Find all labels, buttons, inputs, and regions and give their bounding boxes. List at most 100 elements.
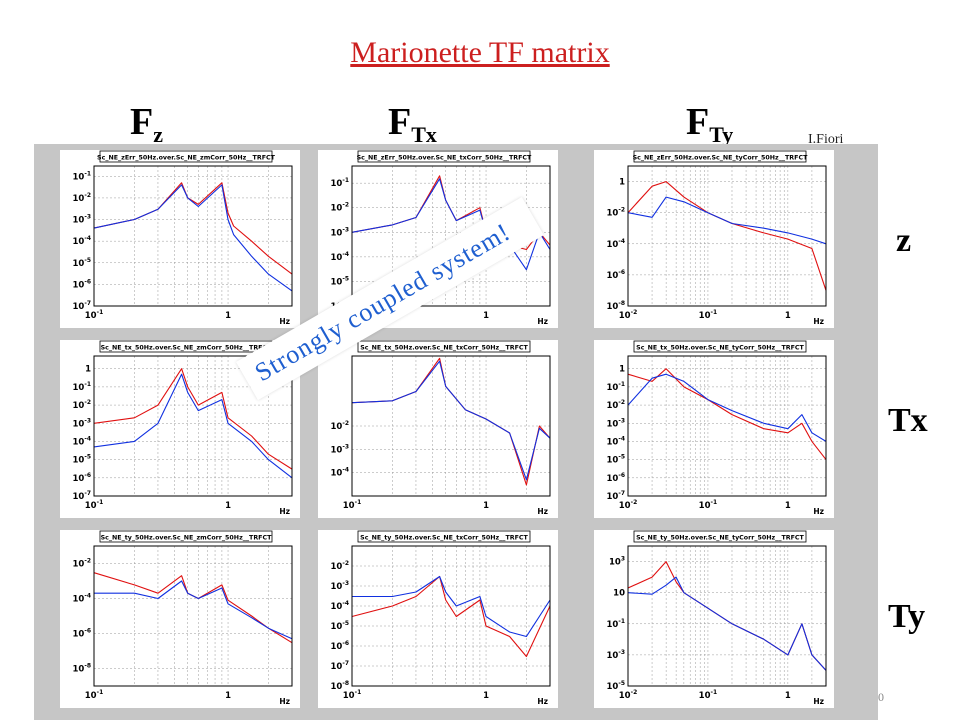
y-tick-exponent: -6 [84, 278, 91, 285]
column-header-fz: Fz [130, 101, 163, 147]
y-tick-exponent: -1 [84, 170, 91, 177]
y-tick-exponent: -2 [342, 560, 349, 567]
series-line-red [93, 368, 293, 470]
y-tick-exponent: -4 [342, 600, 349, 607]
y-tick-exponent: -6 [342, 640, 349, 647]
x-tick-label: 1 [785, 691, 791, 701]
plot-frame [93, 355, 293, 497]
plot-frame [351, 165, 551, 307]
x-axis-label: Hz [537, 317, 548, 326]
y-tick-exponent: -8 [342, 680, 349, 687]
y-tick-exponent: -3 [618, 649, 625, 656]
x-tick-label: 1 [483, 311, 489, 321]
y-tick-exponent: -4 [618, 238, 625, 245]
y-tick-exponent: -2 [342, 420, 349, 427]
y-tick-exponent: -1 [84, 381, 91, 388]
series-line-red [351, 575, 551, 658]
y-tick-exponent: -2 [618, 399, 625, 406]
plot-canvas [60, 150, 300, 328]
plot-title-box [99, 150, 273, 163]
plot-title: Sc_NE_zErr_50Hz.over.Sc_NE_zmCorr_50Hz__… [97, 155, 276, 162]
x-axis-label: Hz [279, 507, 290, 516]
plot-title: Sc_NE_tx_50Hz.over.Sc_NE_zmCorr_50Hz__TR… [101, 345, 272, 352]
plot-frame [93, 545, 293, 687]
y-tick-exponent: -2 [84, 399, 91, 406]
x-tick-label: 1 [483, 691, 489, 701]
y-tick-exponent: -7 [342, 660, 349, 667]
series-line-blue [94, 580, 293, 640]
y-tick-exponent: -3 [342, 580, 349, 587]
plot-title-box [633, 530, 807, 543]
plot-canvas [318, 340, 558, 518]
row-label-tx: Tx [888, 402, 928, 439]
x-tick-exponent: -1 [711, 689, 718, 696]
plot-canvas [60, 530, 300, 708]
series-line-blue [352, 575, 551, 638]
series-line-blue [351, 178, 551, 271]
tf-plot-1-1: 10-110-210-310-410-510-610-710-1 1HzSc_NE… [60, 150, 300, 328]
y-tick-exponent: -4 [84, 435, 91, 442]
y-tick-exponent: -5 [342, 620, 349, 627]
x-tick-exponent: -1 [355, 499, 362, 506]
y-tick-exponent: -1 [618, 618, 625, 625]
x-tick-label: 1 [785, 501, 791, 511]
x-axis-label: Hz [279, 697, 290, 706]
y-tick-exponent: -6 [84, 628, 91, 635]
y-tick-exponent: -4 [84, 235, 91, 242]
x-tick-label: 1 [225, 501, 231, 511]
x-tick-exponent: -2 [631, 689, 638, 696]
plot-frame [93, 165, 293, 307]
x-tick-label: 1 [225, 311, 231, 321]
y-tick-exponent: -3 [84, 214, 91, 221]
x-tick-exponent: -1 [97, 499, 104, 506]
y-tick-exponent: -1 [342, 177, 349, 184]
y-tick-exponent: -7 [618, 490, 625, 497]
plot-title: Sc_NE_zErr_50Hz.over.Sc_NE_txCorr_50Hz__… [357, 155, 532, 162]
y-tick-exponent: -8 [618, 300, 625, 307]
y-tick-exponent: -3 [618, 417, 625, 424]
y-tick-exponent: -7 [84, 300, 91, 307]
plot-canvas [594, 150, 834, 328]
y-tick-exponent: -6 [618, 269, 625, 276]
y-tick-exponent: -7 [84, 490, 91, 497]
y-tick-exponent: -6 [84, 472, 91, 479]
plot-title: Sc_NE_zErr_50Hz.over.Sc_NE_tyCorr_50Hz__… [633, 155, 808, 162]
y-tick-exponent: -5 [342, 275, 349, 282]
y-tick-exponent: -4 [342, 251, 349, 258]
tf-plot-3-2: 10-210-310-410-510-610-710-810-1 1HzSc_NE… [318, 530, 558, 708]
series-line-blue [627, 576, 827, 671]
plot-frame [351, 355, 551, 497]
y-tick-label: 10 [613, 589, 625, 599]
x-tick-exponent: -1 [711, 499, 718, 506]
x-axis-label: Hz [537, 697, 548, 706]
plot-title-box [357, 530, 531, 543]
tf-plot-2-1: 110-110-210-310-410-510-610-710-1 1HzSc_N… [60, 340, 300, 518]
x-tick-exponent: -1 [355, 689, 362, 696]
plot-title-box [633, 340, 807, 353]
corner-mark: 0 [878, 690, 884, 704]
plot-title: Sc_NE_tx_50Hz.over.Sc_NE_txCorr_50Hz__TR… [360, 345, 528, 352]
plot-title-box [357, 340, 531, 353]
x-axis-label: Hz [813, 317, 824, 326]
y-tick-exponent: -5 [84, 257, 91, 264]
x-tick-exponent: -1 [711, 309, 718, 316]
y-tick-exponent: -4 [618, 435, 625, 442]
plot-title: Sc_NE_tx_50Hz.over.Sc_NE_tyCorr_50Hz__TR… [636, 345, 804, 352]
plot-title: Sc_NE_ty_50Hz.over.Sc_NE_zmCorr_50Hz__TR… [101, 535, 273, 542]
row-label-z: z [896, 222, 912, 259]
column-header-ftx: FTx [388, 101, 437, 147]
plot-frame [627, 545, 827, 687]
x-tick-exponent: -2 [631, 499, 638, 506]
plot-frame [627, 165, 827, 307]
x-tick-label: 1 [225, 691, 231, 701]
x-axis-label: Hz [537, 507, 548, 516]
x-tick-exponent: -1 [97, 309, 104, 316]
y-tick-exponent: -2 [342, 202, 349, 209]
series-line-blue [351, 360, 551, 481]
tf-plot-3-1: 10-210-410-610-810-1 1HzSc_NE_ty_50Hz.ove… [60, 530, 300, 708]
series-line-blue [93, 184, 293, 292]
series-line-blue [93, 373, 293, 479]
plot-frame [351, 545, 551, 687]
row-label-ty: Ty [888, 598, 926, 635]
